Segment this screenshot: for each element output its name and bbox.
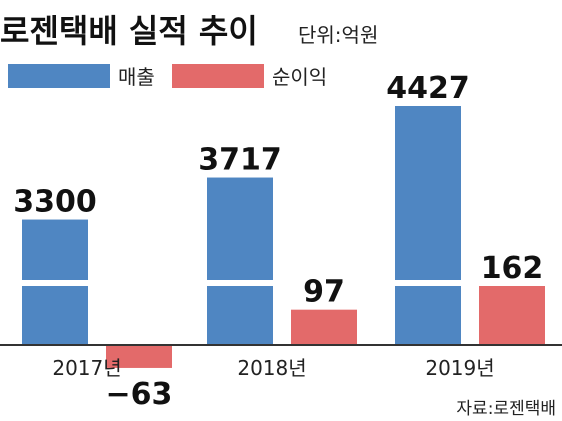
category-label-2019년: 2019년 — [425, 356, 494, 380]
legend-label-profit: 순이익 — [272, 65, 327, 89]
unit-label: 단위:억원 — [298, 23, 378, 47]
profit-bar-2018년 — [291, 309, 357, 345]
sales-bar-lower-2019년 — [395, 286, 461, 345]
sales-bar-lower-2017년 — [22, 286, 88, 345]
profit-bar-2017년 — [106, 345, 172, 368]
profit-value-label-2018년: 97 — [303, 275, 345, 310]
sales-bar-upper-2019년 — [395, 106, 461, 280]
legend-label-sales: 매출 — [118, 65, 155, 89]
legend-swatch-profit — [172, 64, 264, 88]
sales-bar-lower-2018년 — [207, 286, 273, 345]
sales-bar-upper-2018년 — [207, 177, 273, 280]
profit-value-label-2017년: −63 — [106, 377, 173, 412]
legend-swatch-sales — [8, 64, 110, 88]
category-label-2017년: 2017년 — [52, 356, 121, 380]
sales-bar-upper-2017년 — [22, 219, 88, 280]
source-label: 자료:로젠택배 — [456, 399, 556, 419]
sales-value-label-2019년: 4427 — [386, 71, 470, 106]
profit-value-label-2019년: 162 — [481, 251, 544, 286]
chart-title: 로젠택배 실적 추이 — [0, 12, 258, 50]
sales-value-label-2018년: 3717 — [198, 143, 282, 178]
profit-bar-2019년 — [479, 286, 545, 345]
category-label-2018년: 2018년 — [237, 356, 306, 380]
sales-value-label-2017년: 3300 — [13, 185, 97, 220]
